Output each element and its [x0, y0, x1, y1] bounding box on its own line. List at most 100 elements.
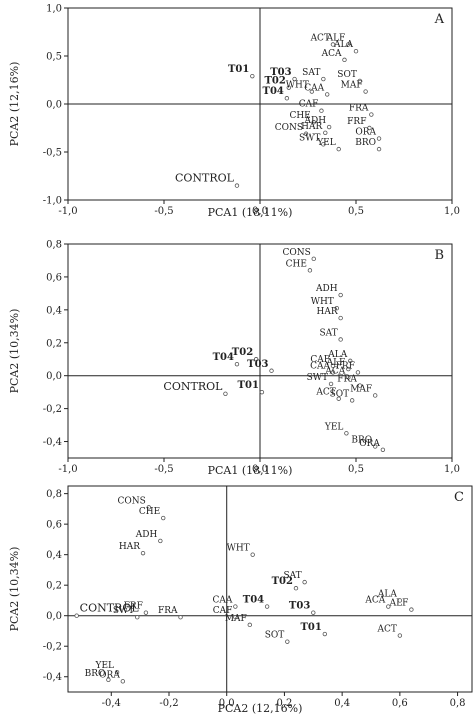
point-label-caf: CAF: [310, 355, 330, 365]
point-control: [234, 183, 240, 188]
point-cons: [303, 131, 309, 136]
point-maf: [247, 622, 252, 628]
point-label-control: CONTROL: [175, 172, 235, 185]
point-label-t01: T01: [228, 64, 249, 75]
point-sot: [285, 639, 290, 644]
y-tick-label: -0,5: [43, 148, 62, 159]
point-label-aca: ACA: [321, 49, 342, 59]
point-alf: [409, 607, 414, 612]
point-label-maf: MAF: [350, 384, 372, 394]
point-har: [140, 550, 146, 556]
point-yel: [114, 669, 120, 675]
point-label-sot: SOT: [265, 631, 285, 641]
point-label-caa: CAA: [310, 361, 330, 371]
point-ala: [353, 49, 359, 54]
point-adh: [338, 292, 343, 298]
point-yel: [336, 146, 341, 152]
y-tick-label: -0,2: [43, 642, 62, 653]
point-t02: [293, 586, 299, 591]
point-label-control: CONTROL: [80, 602, 140, 615]
x-tick-label: 0,4: [334, 698, 350, 709]
point-label-ala: ALA: [333, 40, 353, 50]
point-label-sat: SAT: [319, 328, 337, 338]
point-label-adh: ADH: [315, 284, 338, 294]
point-bro: [376, 146, 382, 152]
point-sot: [349, 398, 355, 403]
point-aca: [346, 375, 351, 380]
panel-a: -1,0 -0,5 0,0 0,5 1,0 -1,0 -0,5 0,0 0,5 1,0 PCA1 (…: [8, 4, 460, 220]
y-tick-label: -0,2: [43, 404, 62, 415]
point-sat: [302, 579, 307, 585]
point-ora: [120, 679, 126, 684]
y-tick-label: 0,4: [46, 550, 62, 561]
y-tick-label: 0,2: [46, 338, 62, 349]
point-label-ora: ORA: [355, 128, 376, 138]
y-axis-title: PCA2 (12,16%): [8, 62, 21, 147]
point-label-cons: CONS: [275, 123, 303, 133]
x-tick-label: 0,5: [348, 206, 364, 217]
y-tick-label: 0,0: [46, 371, 62, 382]
y-tick-label: -1,0: [43, 196, 62, 207]
panel-c: -0,4 -0,2 0,0 0,2 0,4 0,6 0,8 -0,4 -0,2 0,0 0,2 0,4…: [8, 485, 473, 715]
x-tick-label: 0,0: [252, 464, 268, 475]
y-tick-label: 0,4: [46, 305, 62, 316]
point-label-t04: T04: [213, 352, 234, 363]
point-maf: [363, 89, 368, 94]
point-label-t03: T03: [247, 359, 268, 370]
point-swt: [328, 381, 334, 387]
point-bro: [373, 444, 378, 449]
x-tick-label: -0,5: [154, 206, 173, 217]
x-tick-label: 0,5: [348, 464, 364, 475]
y-tick-label: -0,4: [43, 437, 62, 448]
x-tick-label: -1,0: [58, 464, 77, 475]
point-label-yel: YEL: [324, 422, 344, 432]
panel-letter: A: [434, 12, 445, 27]
panel-letter: C: [454, 490, 464, 505]
point-alf: [346, 366, 351, 372]
point-cons: [311, 256, 316, 262]
point-label-t02: T02: [272, 576, 293, 587]
point-label-sat: SAT: [302, 68, 320, 78]
point-t04: [284, 96, 290, 101]
point-label-che: CHE: [139, 507, 160, 517]
point-t03: [292, 76, 297, 82]
point-label-fra: FRA: [337, 375, 357, 385]
point-label-bro: BRO: [355, 138, 376, 148]
point-label-alf: ALF: [326, 358, 346, 368]
point-har: [338, 315, 343, 321]
point-maf: [373, 393, 378, 398]
point-label-act: ACT: [376, 625, 396, 635]
point-t04: [264, 604, 270, 609]
point-t01: [322, 631, 328, 637]
point-label-har: HAR: [317, 307, 338, 317]
x-tick-label: 0,2: [276, 698, 292, 709]
point-ala: [397, 598, 403, 603]
point-label-fra: FRA: [349, 104, 369, 114]
point-label-t01: T01: [238, 380, 259, 391]
point-caa: [233, 604, 238, 609]
point-frf: [355, 370, 361, 375]
point-che: [307, 268, 313, 273]
point-label-bro: BRO: [85, 669, 106, 679]
point-label-har: HAR: [301, 122, 322, 132]
point-label-wht: WHT: [227, 544, 250, 554]
point-ora: [376, 136, 382, 141]
point-label-ala: ALA: [377, 589, 397, 599]
point-label-sat: SAT: [283, 571, 301, 581]
point-t02: [286, 85, 291, 90]
point-label-sot: SOT: [330, 389, 350, 399]
point-label-adh: ADH: [304, 116, 327, 126]
point-wht: [309, 89, 315, 94]
point-label-frf: FRF: [336, 361, 355, 371]
point-caf: [233, 615, 238, 620]
point-label-alf: ALF: [326, 33, 346, 43]
point-label-control: CONTROL: [163, 380, 223, 393]
point-caf: [319, 108, 324, 113]
y-tick-label: 0,0: [46, 100, 62, 111]
point-label-ala: ALA: [327, 350, 347, 360]
y-tick-label: 0,2: [46, 581, 62, 592]
y-tick-label: 0,8: [46, 489, 62, 500]
point-label-ora: ORA: [359, 439, 380, 449]
point-label-har: HAR: [119, 542, 140, 552]
